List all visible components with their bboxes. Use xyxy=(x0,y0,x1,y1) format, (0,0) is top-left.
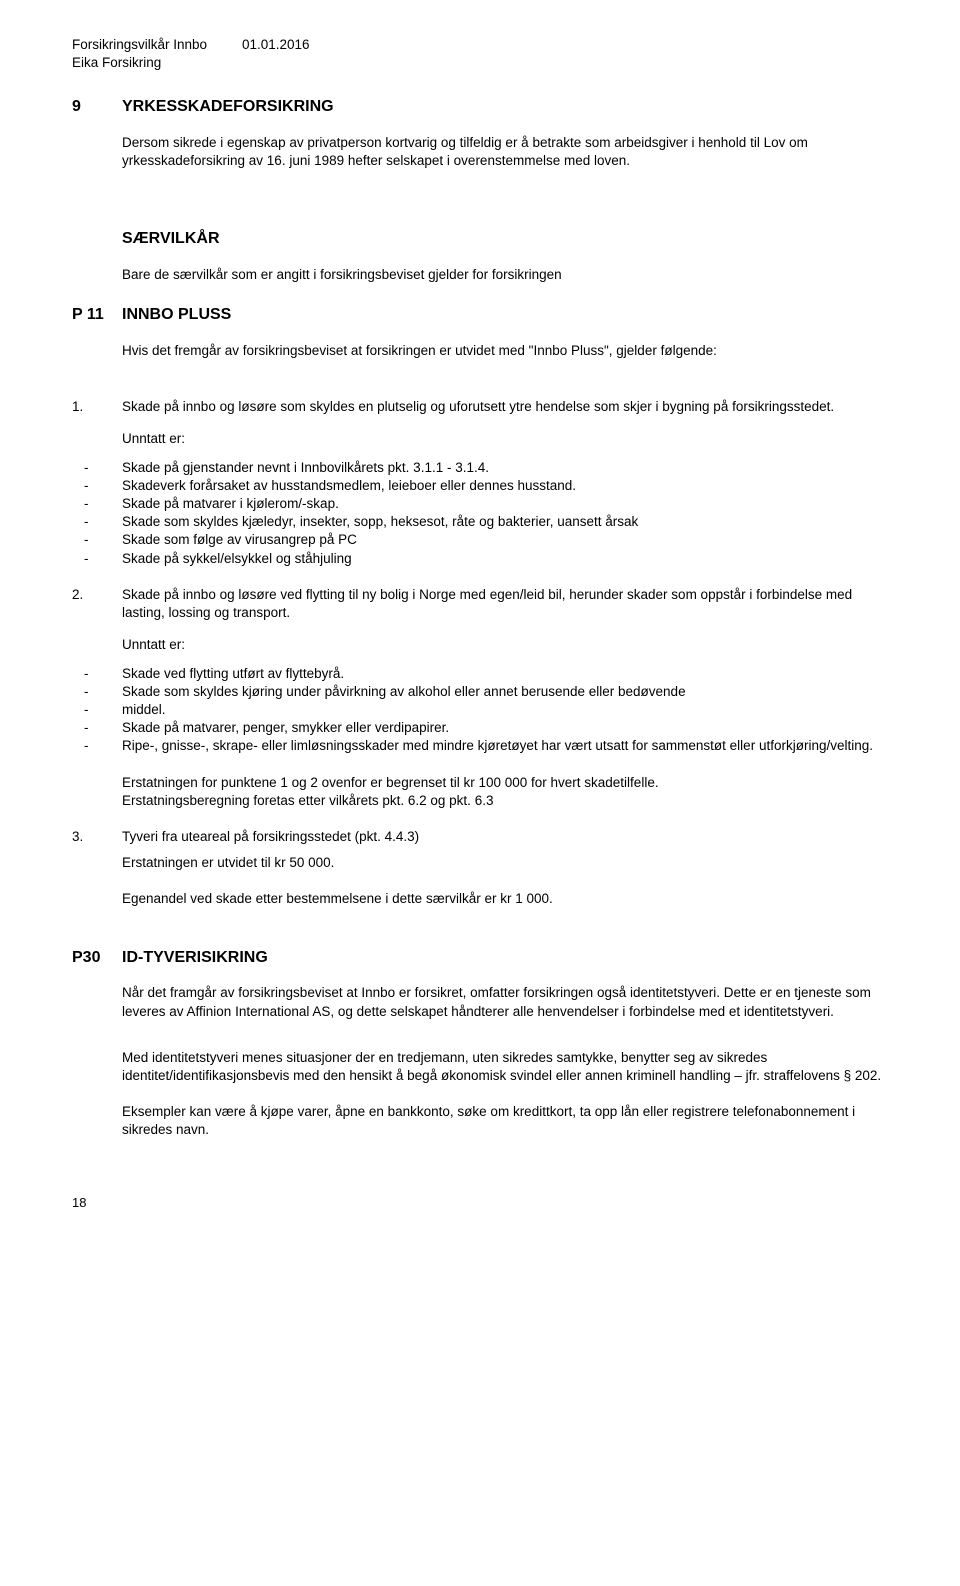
page-header: Forsikringsvilkår Innbo Eika Forsikring … xyxy=(72,36,888,72)
section-9-number: 9 xyxy=(72,96,122,188)
p30-p1: Når det framgår av forsikringsbeviset at… xyxy=(122,984,888,1020)
p11-b2c: middel. xyxy=(122,701,888,719)
p11-b2d: Skade på matvarer, penger, smykker eller… xyxy=(122,719,888,737)
bullet-dash: - xyxy=(72,737,122,755)
bullet-dash: - xyxy=(72,513,122,531)
p11-b1a: Skade på gjenstander nevnt i Innbovilkår… xyxy=(122,459,888,477)
p30-p2: Med identitetstyveri menes situasjoner d… xyxy=(122,1049,888,1085)
doc-title-line1: Forsikringsvilkår Innbo xyxy=(72,36,242,54)
bullet-dash: - xyxy=(72,683,122,701)
saervilkaar-title: SÆRVILKÅR xyxy=(122,228,888,250)
bullet-dash: - xyxy=(72,459,122,477)
p11-erst12a: Erstatningen for punktene 1 og 2 ovenfor… xyxy=(122,774,888,792)
saervilkaar-para: Bare de særvilkår som er angitt i forsik… xyxy=(122,266,888,284)
p11-b1e: Skade som følge av virusangrep på PC xyxy=(122,531,888,549)
bullet-dash: - xyxy=(72,665,122,683)
p11-item3-num: 3. xyxy=(72,828,122,846)
p11-item3-text: Tyveri fra uteareal på forsikringsstedet… xyxy=(122,828,888,846)
p11-egenandel: Egenandel ved skade etter bestemmelsene … xyxy=(122,890,888,908)
p11-item1-unntatt: Unntatt er: xyxy=(122,430,888,448)
p11-b1c: Skade på matvarer i kjølerom/-skap. xyxy=(122,495,888,513)
page-number: 18 xyxy=(72,1194,888,1212)
p30-number: P30 xyxy=(72,947,122,1158)
p11-number: P 11 xyxy=(72,304,122,378)
section-9-title: YRKESSKADEFORSIKRING xyxy=(122,96,888,118)
p11-intro: Hvis det fremgår av forsikringsbeviset a… xyxy=(122,342,888,360)
p11-item2-text: Skade på innbo og løsøre ved flytting ti… xyxy=(122,586,888,622)
p30-title: ID-TYVERISIKRING xyxy=(122,947,888,969)
doc-date: 01.01.2016 xyxy=(242,36,310,72)
p11-item2-num: 2. xyxy=(72,586,122,622)
bullet-dash: - xyxy=(72,531,122,549)
p11-item1-num: 1. xyxy=(72,398,122,416)
section-9-para: Dersom sikrede i egenskap av privatperso… xyxy=(122,134,888,170)
p11-b1f: Skade på sykkel/elsykkel og ståhjuling xyxy=(122,550,888,568)
p11-erst12b: Erstatningsberegning foretas etter vilkå… xyxy=(122,792,888,810)
bullet-dash: - xyxy=(72,719,122,737)
p11-item1-text: Skade på innbo og løsøre som skyldes en … xyxy=(122,398,888,416)
bullet-dash: - xyxy=(72,701,122,719)
bullet-dash: - xyxy=(72,495,122,513)
p11-item2-unntatt: Unntatt er: xyxy=(122,636,888,654)
p30-p3: Eksempler kan være å kjøpe varer, åpne e… xyxy=(122,1103,888,1139)
p11-b1d: Skade som skyldes kjæledyr, insekter, so… xyxy=(122,513,888,531)
p11-b2a: Skade ved flytting utført av flyttebyrå. xyxy=(122,665,888,683)
bullet-dash: - xyxy=(72,550,122,568)
p11-b2e: Ripe-, gnisse-, skrape- eller limløsning… xyxy=(122,737,888,755)
doc-title-line2: Eika Forsikring xyxy=(72,54,242,72)
p11-b1b: Skadeverk forårsaket av husstandsmedlem,… xyxy=(122,477,888,495)
bullet-dash: - xyxy=(72,477,122,495)
p11-item3b: Erstatningen er utvidet til kr 50 000. xyxy=(122,854,888,872)
p11-b2b: Skade som skyldes kjøring under påvirkni… xyxy=(122,683,888,701)
p11-title: INNBO PLUSS xyxy=(122,304,888,326)
